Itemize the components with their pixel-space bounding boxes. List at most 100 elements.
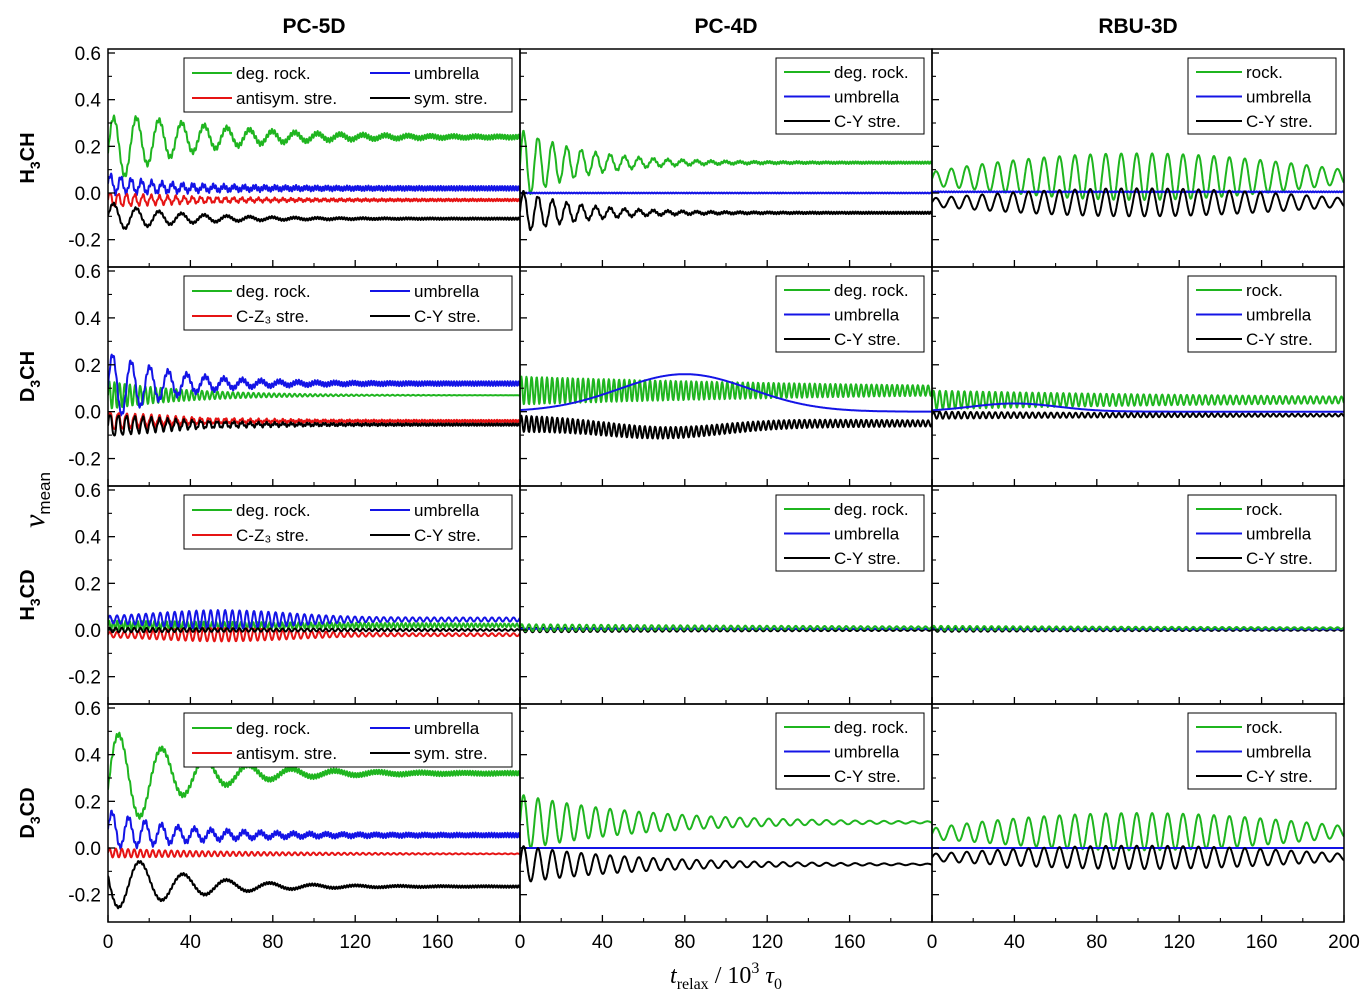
series-line-blue [108, 353, 520, 417]
series-line-green [520, 375, 932, 406]
x-tick-label: 120 [751, 932, 783, 953]
panel: deg. rock. umbrella C-Y stre. [519, 48, 933, 268]
panels-group: deg. rock. umbrella antisym. stre. sym. str… [107, 48, 1345, 923]
column-title: RBU-3D [1098, 15, 1177, 38]
x-tick-label: 160 [834, 932, 866, 953]
y-tick-label: 0.6 [75, 481, 101, 502]
legend-label: umbrella [414, 282, 480, 301]
legend-label: C-Z₃ stre. [236, 307, 309, 326]
y-tick-label: 0.4 [75, 528, 102, 549]
series-line-black [932, 844, 1344, 870]
series-group [520, 129, 932, 232]
x-tick-label: 120 [1163, 932, 1195, 953]
y-tick-label: 0.4 [75, 746, 102, 767]
panel: deg. rock. umbrella C-Y stre. [519, 703, 933, 923]
row-labels: H3CH D3CH H3CD D3CD [17, 132, 43, 838]
legend: deg. rock. umbrella antisym. stre. sym. str… [183, 712, 513, 768]
legend-label: sym. stre. [414, 744, 488, 763]
panel: deg. rock. umbrella C-Y stre. [519, 485, 933, 705]
panel: rock. umbrella C-Y stre. [931, 266, 1345, 487]
legend-label: umbrella [834, 525, 900, 544]
legend-label: umbrella [834, 306, 900, 325]
x-tick-label: 160 [422, 932, 454, 953]
series-group [520, 794, 932, 883]
x-tick-label: 0 [103, 932, 114, 953]
legend: rock. umbrella C-Y stre. [1187, 494, 1337, 572]
y-tick-label: -0.2 [68, 450, 101, 471]
legend-label: umbrella [414, 64, 480, 83]
series-line-black [520, 845, 932, 883]
y-tick-label: -0.2 [68, 231, 101, 252]
column-title: PC-4D [694, 15, 757, 38]
row-label: D3CD [17, 787, 43, 838]
series-group [108, 731, 520, 910]
series-line-blue [932, 402, 1344, 413]
legend-label: sym. stre. [414, 89, 488, 108]
y-tick-label: 0.0 [75, 839, 101, 860]
legend-label: rock. [1246, 63, 1283, 82]
legend-label: deg. rock. [834, 718, 909, 737]
x-axis-title: trelax / 103 τ0 [670, 960, 782, 993]
legend-box [183, 57, 513, 113]
series-group [108, 609, 520, 643]
series-group [108, 114, 520, 230]
x-tick-label: 0 [515, 932, 526, 953]
series-line-black [108, 860, 520, 910]
legend-label: umbrella [834, 743, 900, 762]
x-tick-label: 0 [927, 932, 938, 953]
y-tick-label: 0.2 [75, 792, 101, 813]
legend-label: deg. rock. [236, 282, 311, 301]
y-tick-label: 0.0 [75, 621, 101, 642]
column-title: PC-5D [282, 15, 345, 38]
y-axis-title: νmean [18, 472, 54, 528]
x-tick-label: 120 [339, 932, 371, 953]
legend-label: C-Y stre. [414, 307, 481, 326]
panel: deg. rock. umbrella C-Z₃ stre. C-Y stre. [107, 485, 521, 705]
y-tick-label: 0.2 [75, 137, 101, 158]
x-tick-label: 160 [1246, 932, 1278, 953]
legend: deg. rock. umbrella C-Y stre. [775, 494, 925, 572]
series-line-green [108, 114, 520, 178]
legend-label: umbrella [414, 719, 480, 738]
series-line-green [932, 624, 1344, 632]
series-line-green [932, 389, 1344, 411]
series-line-green [108, 731, 520, 820]
series-line-green [108, 380, 520, 410]
series-group [932, 624, 1344, 633]
legend-label: C-Y stre. [834, 767, 901, 786]
legend-label: rock. [1246, 500, 1283, 519]
legend-label: C-Y stre. [834, 112, 901, 131]
series-group [520, 373, 932, 440]
x-tick-label: 80 [1086, 932, 1107, 953]
legend-label: deg. rock. [236, 719, 311, 738]
legend-label: C-Y stre. [1246, 767, 1313, 786]
series-line-black [108, 414, 520, 437]
series-line-green [520, 623, 932, 633]
series-group [932, 152, 1344, 218]
legend-label: deg. rock. [834, 63, 909, 82]
legend: rock. umbrella C-Y stre. [1187, 57, 1337, 135]
legend-label: C-Z₃ stre. [236, 526, 309, 545]
x-tick-label: 80 [674, 932, 695, 953]
row-label: D3CH [17, 351, 43, 402]
legend-label: umbrella [1246, 743, 1312, 762]
x-tick-label: 40 [592, 932, 613, 953]
series-line-red [108, 627, 520, 643]
series-line-black [520, 190, 932, 232]
legend-label: C-Y stre. [1246, 549, 1313, 568]
series-group [520, 623, 932, 634]
series-line-black [932, 410, 1344, 420]
y-tick-label: 0.2 [75, 356, 101, 377]
panel: deg. rock. umbrella antisym. stre. sym. str… [107, 48, 521, 268]
legend-label: umbrella [414, 501, 480, 520]
series-line-blue [520, 191, 932, 195]
series-line-green [932, 812, 1344, 852]
column-titles: PC-5D PC-4D RBU-3D [282, 15, 1177, 38]
series-line-black [932, 187, 1344, 218]
y-tick-label: 0.6 [75, 44, 101, 65]
x-tick-label: 200 [1328, 932, 1360, 953]
legend-box [183, 712, 513, 768]
legend-label: rock. [1246, 718, 1283, 737]
axis-titles: νmean trelax / 103 τ0 [18, 472, 782, 993]
